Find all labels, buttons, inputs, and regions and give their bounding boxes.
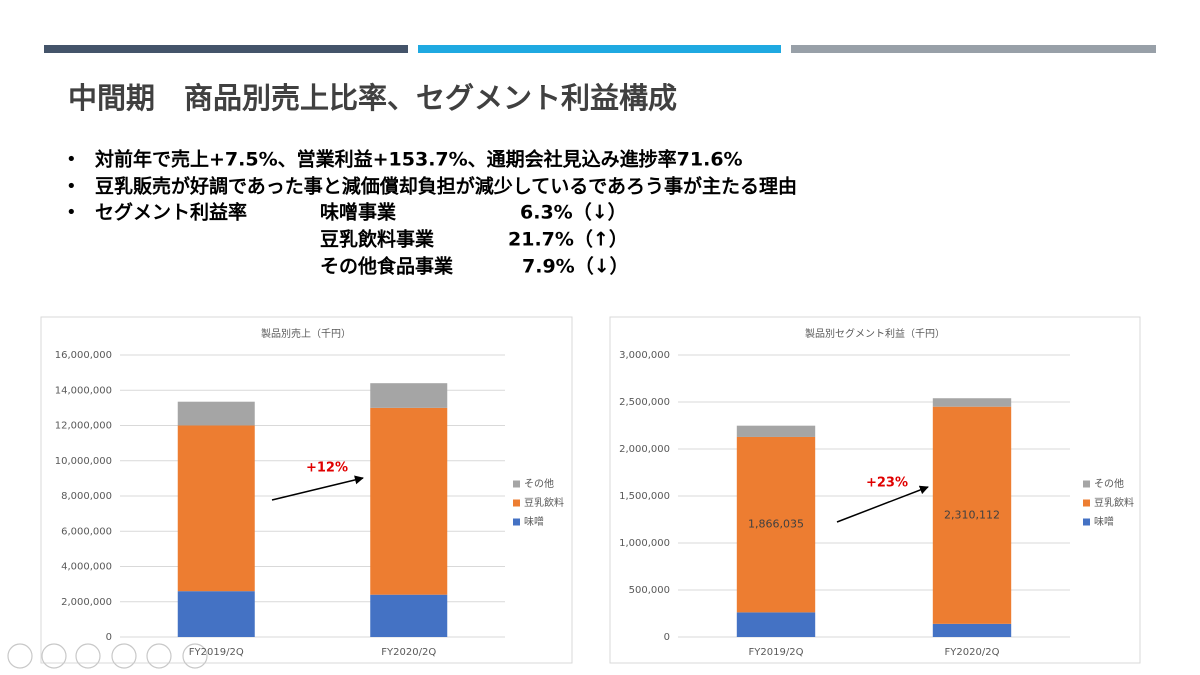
bullet-marker: • xyxy=(66,176,77,197)
legend-swatch xyxy=(513,480,520,488)
y-tick-label: 12,000,000 xyxy=(55,421,112,432)
bullet: セグメント利益率 xyxy=(95,201,247,224)
x-tick-label: FY2019/2Q xyxy=(749,647,804,658)
legend-label: 味噌 xyxy=(524,515,544,528)
bullet: 対前年で売上+7.5%、営業利益+153.7%、通期会社見込み進捗率71.6% xyxy=(94,148,743,171)
annotation: +23% xyxy=(866,476,908,491)
y-tick-label: 3,000,000 xyxy=(619,350,670,361)
bar-segment xyxy=(370,407,448,595)
legend-swatch xyxy=(1083,518,1090,526)
bar-segment xyxy=(177,401,255,426)
top-bar xyxy=(418,45,781,53)
y-tick-label: 500,000 xyxy=(629,585,670,596)
bar-segment xyxy=(736,436,816,613)
annotation: +12% xyxy=(306,461,348,476)
segment-value: 21.7%（↑） xyxy=(508,228,628,251)
segment-name: その他食品事業 xyxy=(320,255,454,278)
bullet-marker: • xyxy=(66,202,77,223)
y-tick-label: 10,000,000 xyxy=(55,456,112,467)
y-tick-label: 2,000,000 xyxy=(619,444,670,455)
data-label: 2,310,112 xyxy=(944,508,1000,521)
legend-swatch xyxy=(513,499,520,507)
segment-name: 味噌事業 xyxy=(320,201,397,224)
x-tick-label: FY2020/2Q xyxy=(381,647,436,658)
x-tick-label: FY2020/2Q xyxy=(945,647,1000,658)
segment-name: 豆乳飲料事業 xyxy=(320,228,435,251)
legend-label: 豆乳飲料 xyxy=(1094,496,1134,509)
segment-value: 7.9%（↓） xyxy=(522,255,629,278)
legend-swatch xyxy=(513,518,520,526)
top-bar xyxy=(791,45,1156,53)
bullet: 豆乳販売が好調であった事と減価償却負担が減少しているであろう事が主たる理由 xyxy=(95,175,797,198)
chart-title: 製品別セグメント利益（千円） xyxy=(805,327,945,340)
segment-value: 6.3%（↓） xyxy=(520,201,627,224)
bar-segment xyxy=(736,612,816,637)
y-tick-label: 0 xyxy=(106,632,112,643)
bar-segment xyxy=(932,406,1012,624)
legend-label: その他 xyxy=(1094,477,1124,490)
legend-swatch xyxy=(1083,499,1090,507)
chart-title: 製品別売上（千円） xyxy=(261,327,351,340)
y-tick-label: 2,500,000 xyxy=(619,397,670,408)
player-controls[interactable] xyxy=(7,643,208,669)
bar-segment xyxy=(370,594,448,637)
chart-frame xyxy=(40,316,573,664)
y-tick-label: 4,000,000 xyxy=(61,562,112,573)
y-tick-label: 1,000,000 xyxy=(619,538,670,549)
bar-segment xyxy=(177,591,255,637)
slide-title: 中間期 商品別売上比率、セグメント利益構成 xyxy=(68,81,677,115)
chart-frame xyxy=(609,316,1141,664)
y-tick-label: 8,000,000 xyxy=(61,491,112,502)
annotation-arrow xyxy=(836,485,929,523)
legend-label: その他 xyxy=(524,477,554,490)
data-label: 1,866,035 xyxy=(748,518,804,531)
y-tick-label: 14,000,000 xyxy=(55,385,112,396)
y-tick-label: 2,000,000 xyxy=(61,597,112,608)
y-tick-label: 0 xyxy=(664,632,670,643)
bar-segment xyxy=(932,398,1012,407)
bullet-marker: • xyxy=(66,149,77,170)
top-bar xyxy=(44,45,408,53)
bar-segment xyxy=(932,623,1012,637)
y-tick-label: 6,000,000 xyxy=(61,526,112,537)
y-tick-label: 16,000,000 xyxy=(55,350,112,361)
x-tick-label: FY2019/2Q xyxy=(189,647,244,658)
bar-segment xyxy=(370,383,448,408)
y-tick-label: 1,500,000 xyxy=(619,491,670,502)
bar-segment xyxy=(177,425,255,592)
bar-segment xyxy=(736,425,816,437)
legend-swatch xyxy=(1083,480,1090,488)
legend-label: 味噌 xyxy=(1094,515,1114,528)
legend-label: 豆乳飲料 xyxy=(524,496,564,509)
annotation-arrow xyxy=(271,475,364,501)
